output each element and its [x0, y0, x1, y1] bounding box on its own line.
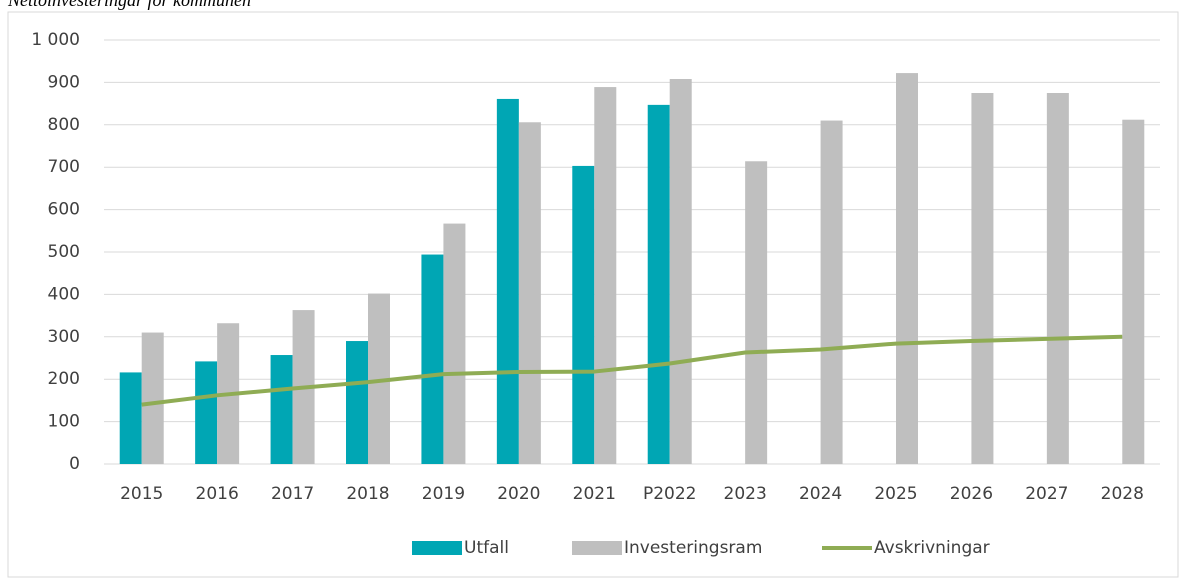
x-tick-label: 2018: [346, 484, 389, 504]
bar: [518, 122, 541, 465]
bar: [669, 79, 692, 465]
bar: [572, 165, 595, 465]
legend-label: Investeringsram: [624, 538, 762, 558]
x-tick-label: 2025: [874, 484, 917, 504]
bar: [421, 254, 444, 464]
x-tick-label: 2016: [196, 484, 239, 504]
bar: [1122, 119, 1145, 464]
x-tick-label: 2028: [1101, 484, 1144, 504]
bar: [496, 98, 519, 464]
bar: [443, 223, 466, 464]
bar: [368, 293, 390, 464]
legend-swatch: [412, 541, 462, 555]
y-tick-label: 800: [48, 115, 80, 135]
x-tick-label: P2022: [643, 484, 697, 504]
bar: [346, 341, 368, 464]
y-tick-label: 600: [48, 200, 80, 220]
y-tick-label: 1 000: [31, 30, 80, 50]
bar: [141, 332, 164, 464]
x-tick-label: 2026: [950, 484, 993, 504]
x-tick-label: 2019: [422, 484, 465, 504]
line: [141, 334, 1123, 407]
y-tick-label: 700: [48, 157, 80, 177]
chart-title: Nettoinvesteringar för kommunen: [7, 0, 251, 10]
x-tick-label: 2015: [120, 484, 163, 504]
bar: [820, 120, 843, 464]
bar: [1046, 93, 1069, 464]
x-tick-label: 2024: [799, 484, 842, 504]
y-tick-label: 200: [48, 369, 80, 389]
x-tick-label: 2021: [573, 484, 616, 504]
bar: [270, 355, 293, 464]
x-tick-label: 2020: [497, 484, 540, 504]
bar: [971, 93, 994, 464]
y-tick-label: 500: [48, 242, 80, 262]
bar: [896, 73, 918, 465]
legend-swatch: [572, 541, 622, 555]
legend-label: Utfall: [464, 538, 509, 558]
bar: [195, 361, 218, 464]
bar: [594, 87, 617, 465]
y-tick-label: 400: [48, 284, 80, 304]
y-tick-label: 0: [69, 454, 80, 474]
x-tick-label: 2023: [724, 484, 767, 504]
bar: [745, 161, 768, 464]
y-tick-label: 300: [48, 327, 80, 347]
bar: [119, 372, 142, 464]
y-tick-label: 900: [48, 72, 80, 92]
x-tick-label: 2017: [271, 484, 314, 504]
bar: [647, 104, 670, 464]
y-tick-label: 100: [48, 412, 80, 432]
legend-label: Avskrivningar: [874, 538, 990, 558]
x-tick-label: 2027: [1025, 484, 1068, 504]
